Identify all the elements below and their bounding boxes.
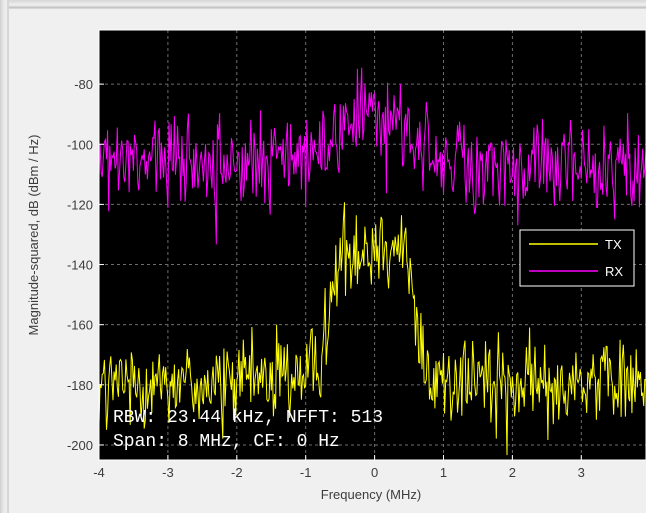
y-tick-label: -160 [67,318,93,333]
legend[interactable]: TX RX [520,230,634,286]
x-tick-label: 0 [371,465,378,480]
y-axis-title: Magnitude-squared, dB (dBm / Hz) [26,135,41,336]
x-axis-title: Frequency (MHz) [321,487,421,502]
y-tick-label: -200 [67,438,93,453]
x-tick-label: 3 [578,465,585,480]
x-tick-label: -3 [162,465,174,480]
y-tick-label: -140 [67,258,93,273]
x-tick-label: -2 [231,465,243,480]
x-tick-label: -1 [300,465,312,480]
y-tick-label: -80 [74,77,93,92]
x-tick-label: 2 [509,465,516,480]
y-tick-label: -100 [67,137,93,152]
x-tick-label: 1 [440,465,447,480]
y-tick-label: -180 [67,378,93,393]
rbw-annotation: RBW: 23.44 kHz, NFFT: 513 [113,408,383,428]
legend-label-rx: RX [605,264,623,279]
span-annotation: Span: 8 MHz, CF: 0 Hz [113,432,340,452]
y-tick-label: -120 [67,197,93,212]
legend-label-tx: TX [605,237,622,252]
x-tick-label: -4 [93,465,105,480]
